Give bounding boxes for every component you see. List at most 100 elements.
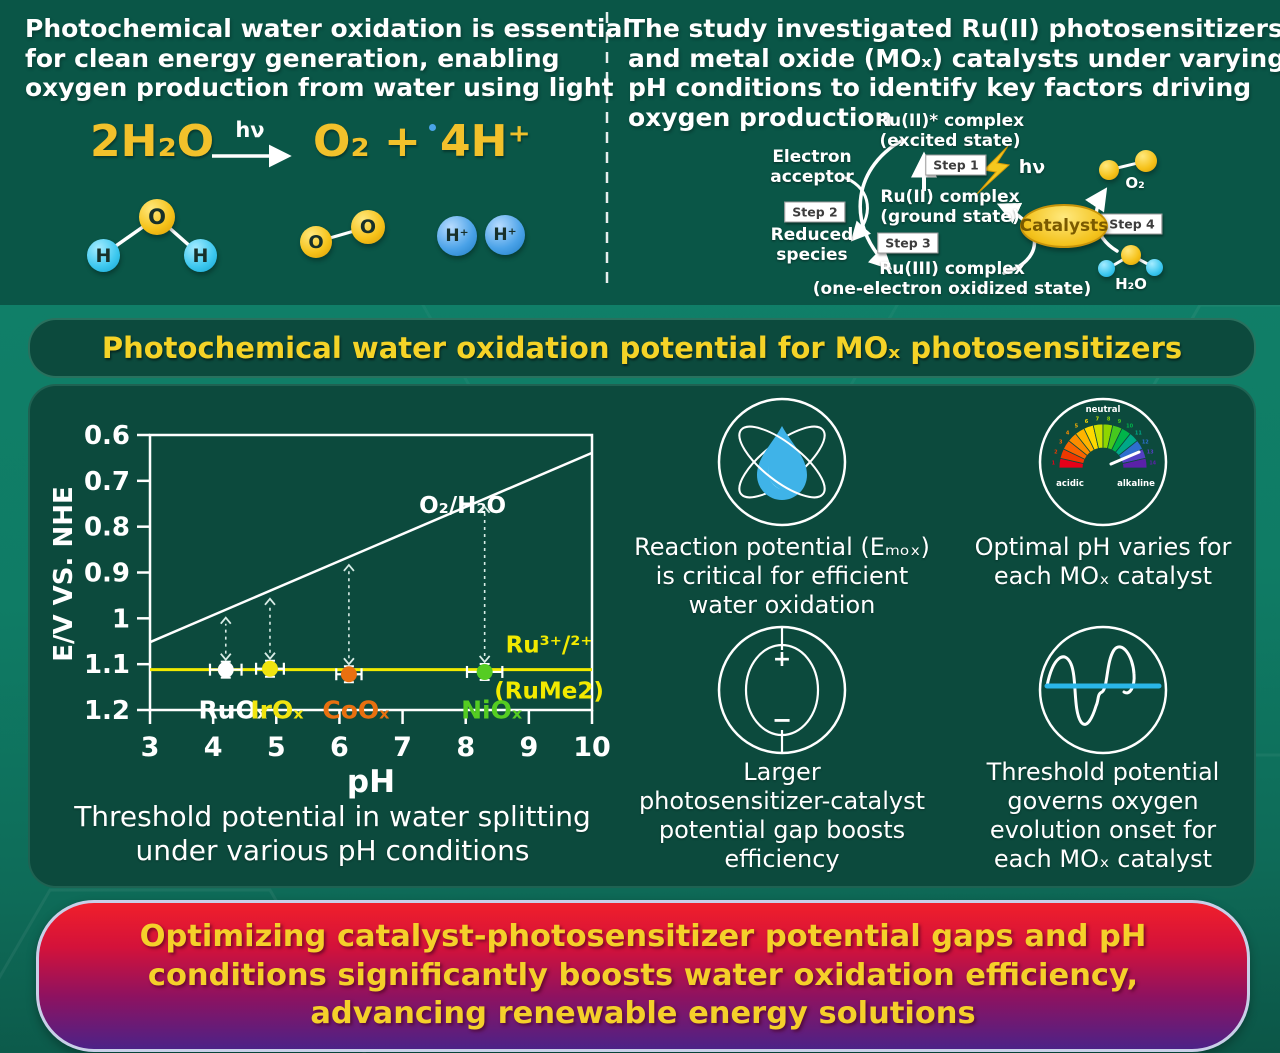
cycle-h2o-label: H₂O: [1115, 275, 1147, 293]
svg-text:2: 2: [1054, 450, 1058, 456]
gauge-label-acidic: acidic: [1056, 479, 1084, 489]
svg-text:1: 1: [112, 604, 130, 634]
gauge-label-alkaline: alkaline: [1117, 479, 1155, 489]
cycle-o2-atom: [1135, 150, 1157, 172]
svg-text:4: 4: [1066, 431, 1070, 437]
svg-text:O₂/H₂O: O₂/H₂O: [419, 493, 506, 519]
svg-text:10: 10: [573, 732, 611, 763]
cycle-arrow-acceptor-to-reduced: [844, 176, 872, 242]
minus-terminal: −: [772, 706, 792, 734]
svg-text:4: 4: [204, 732, 223, 763]
caption-potential-gap: Larger photosensitizer-catalyst potentia…: [638, 758, 926, 873]
cycle-arrow-oxidized-to-ground: [996, 202, 1037, 275]
right-headline: The study investigated Ru(II) photosensi…: [628, 14, 1280, 132]
caption-reaction-potential: Reaction potential (Eₘₒₓ) is critical fo…: [634, 533, 930, 619]
threshold-potential-chart: 0.6 0.7 0.8 0.9 1 1.1 1.2 3 4 5 6 7 8 9 10 E/V VS. NHE p…: [50, 421, 611, 800]
svg-text:E/V VS. NHE: E/V VS. NHE: [50, 486, 79, 662]
step-1-badge: Step 1: [925, 154, 987, 176]
water-hydrogen-atom: H: [87, 239, 120, 272]
svg-text:(RuMe2): (RuMe2): [494, 679, 604, 705]
svg-text:10: 10: [1126, 424, 1133, 430]
label-ru3-oxidized: Ru(III) complex (one-electron oxidized st…: [812, 259, 1092, 299]
cycle-arrow-excited-to-oxidized: [858, 138, 905, 270]
step-3-badge: Step 3: [877, 232, 939, 254]
headline-line: The study investigated Ru(II) photosensi…: [628, 14, 1280, 43]
headline-line: for clean energy generation, enabling: [25, 43, 560, 73]
svg-text:0.8: 0.8: [84, 513, 130, 543]
svg-text:9: 9: [1118, 419, 1122, 425]
step-2-badge: Step 2: [784, 201, 846, 223]
threshold-waveform-icon: [1038, 625, 1168, 755]
catalysts-ellipse: Catalysts: [1020, 204, 1108, 248]
caption-optimal-ph: Optimal pH varies for each MOₓ catalyst: [974, 533, 1232, 590]
reaction-potential-icon: [717, 397, 847, 527]
svg-text:6: 6: [1085, 419, 1089, 425]
headline-line: Photochemical water oxidation is essenti…: [25, 14, 631, 43]
cycle-o2-label: O₂: [1125, 174, 1145, 192]
svg-text:8: 8: [1107, 416, 1111, 422]
proton-ion: H⁺: [437, 216, 477, 256]
water-oxygen-atom: O: [139, 199, 175, 235]
headline-line: and metal oxide (MOₓ) catalysts under va…: [628, 43, 1280, 73]
svg-text:5: 5: [267, 732, 286, 763]
svg-text:0.9: 0.9: [84, 559, 130, 589]
headline-line: pH conditions to identify key factors dr…: [628, 73, 1252, 102]
dot-decoration: [429, 124, 436, 131]
equation-product-o2: O₂: [313, 116, 370, 167]
gauge-needle: [1109, 450, 1141, 466]
svg-text:11: 11: [1135, 431, 1142, 437]
section-banner: Photochemical water oxidation potential …: [28, 318, 1256, 378]
label-hv: hν: [1018, 156, 1046, 178]
svg-text:8: 8: [456, 732, 475, 763]
svg-text:7: 7: [1096, 416, 1100, 422]
conclusion-line: conditions significantly boosts water ox…: [147, 957, 1139, 993]
conclusion-line: advancing renewable energy solutions: [310, 996, 976, 1032]
main-panel: [28, 384, 1256, 888]
svg-text:14: 14: [1149, 460, 1156, 466]
plus-terminal: +: [773, 647, 791, 672]
equation-product-h: 4H⁺: [440, 116, 531, 167]
conclusion-banner: Optimizing catalyst-photosensitizer pote…: [36, 900, 1250, 1052]
svg-text:7: 7: [393, 732, 412, 763]
section-banner-title: Photochemical water oxidation potential …: [101, 331, 1183, 365]
cycle-h2o-oxygen: [1121, 245, 1141, 265]
svg-text:13: 13: [1147, 450, 1154, 456]
svg-text:NiOₓ: NiOₓ: [461, 696, 523, 725]
cycle-h2o-hydrogen: [1098, 260, 1115, 277]
headline-line: oxygen production from water using light: [25, 73, 614, 102]
svg-text:CoOₓ: CoOₓ: [322, 696, 390, 725]
proton-ion: H⁺: [485, 215, 525, 255]
left-headline: Photochemical water oxidation is essenti…: [25, 14, 631, 103]
label-ru2-ground: Ru(II) complex (ground state): [880, 187, 1020, 227]
top-band: Photochemical water oxidation is essenti…: [0, 0, 1280, 305]
cycle-h2o-hydrogen: [1146, 259, 1163, 276]
svg-text:RuOₓ: RuOₓ: [198, 696, 267, 725]
cycle-o2-atom: [1099, 160, 1119, 180]
svg-text:3: 3: [1059, 439, 1063, 445]
svg-text:9: 9: [519, 732, 538, 763]
step-4-badge: Step 4: [1101, 213, 1163, 235]
svg-text:Ru³⁺/²⁺: Ru³⁺/²⁺: [506, 633, 593, 659]
label-ru2-excited: Ru(II)* complex (excited state): [875, 111, 1025, 151]
equation-reactant: 2H₂O: [90, 116, 215, 167]
conclusion-line: Optimizing catalyst-photosensitizer pote…: [139, 919, 1147, 955]
svg-text:IrOₓ: IrOₓ: [250, 696, 304, 725]
equation-light-label: hν: [235, 118, 265, 142]
water-hydrogen-atom: H: [184, 239, 217, 272]
svg-text:1.1: 1.1: [84, 650, 130, 680]
dioxygen-atom: O: [351, 210, 385, 244]
label-electron-acceptor: Electron acceptor: [770, 147, 854, 187]
svg-text:1.2: 1.2: [84, 696, 130, 726]
svg-text:3: 3: [141, 732, 160, 763]
caption-threshold-potential: Threshold potential governs oxygen evolu…: [986, 758, 1220, 873]
svg-text:pH: pH: [347, 764, 395, 800]
svg-text:0.7: 0.7: [84, 467, 130, 497]
svg-text:0.6: 0.6: [84, 421, 130, 451]
svg-text:5: 5: [1075, 424, 1079, 430]
svg-text:1: 1: [1052, 460, 1056, 466]
headline-line: oxygen production: [628, 102, 893, 132]
dioxygen-atom: O: [300, 226, 332, 258]
label-reduced-species: Reduced species: [770, 225, 854, 265]
